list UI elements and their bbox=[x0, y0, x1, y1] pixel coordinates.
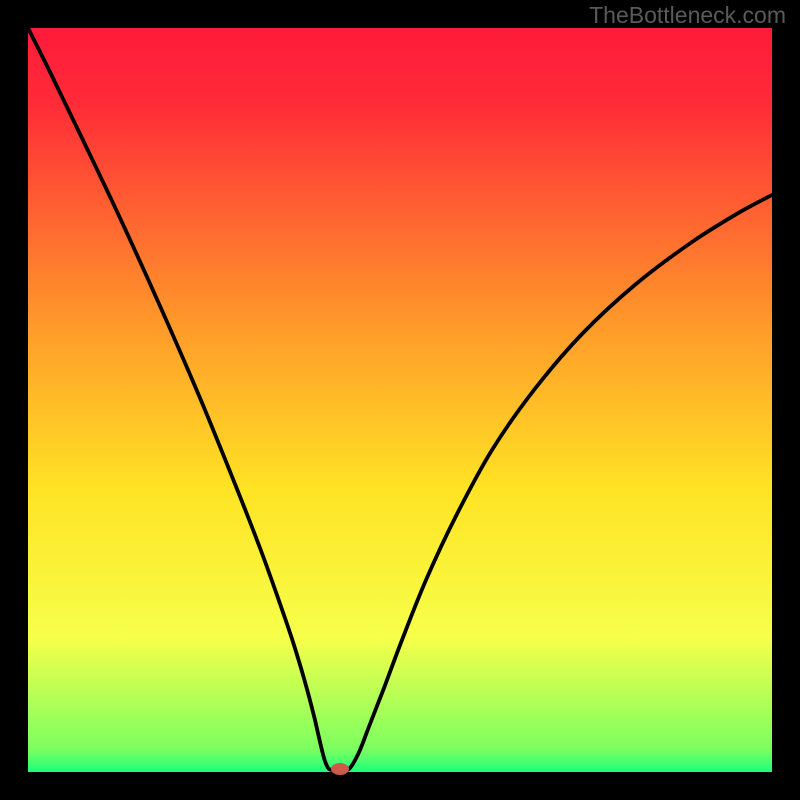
chart-container: TheBottleneck.com bbox=[0, 0, 800, 800]
plot-area bbox=[28, 28, 772, 772]
min-marker bbox=[331, 763, 349, 775]
watermark-text: TheBottleneck.com bbox=[589, 2, 786, 29]
